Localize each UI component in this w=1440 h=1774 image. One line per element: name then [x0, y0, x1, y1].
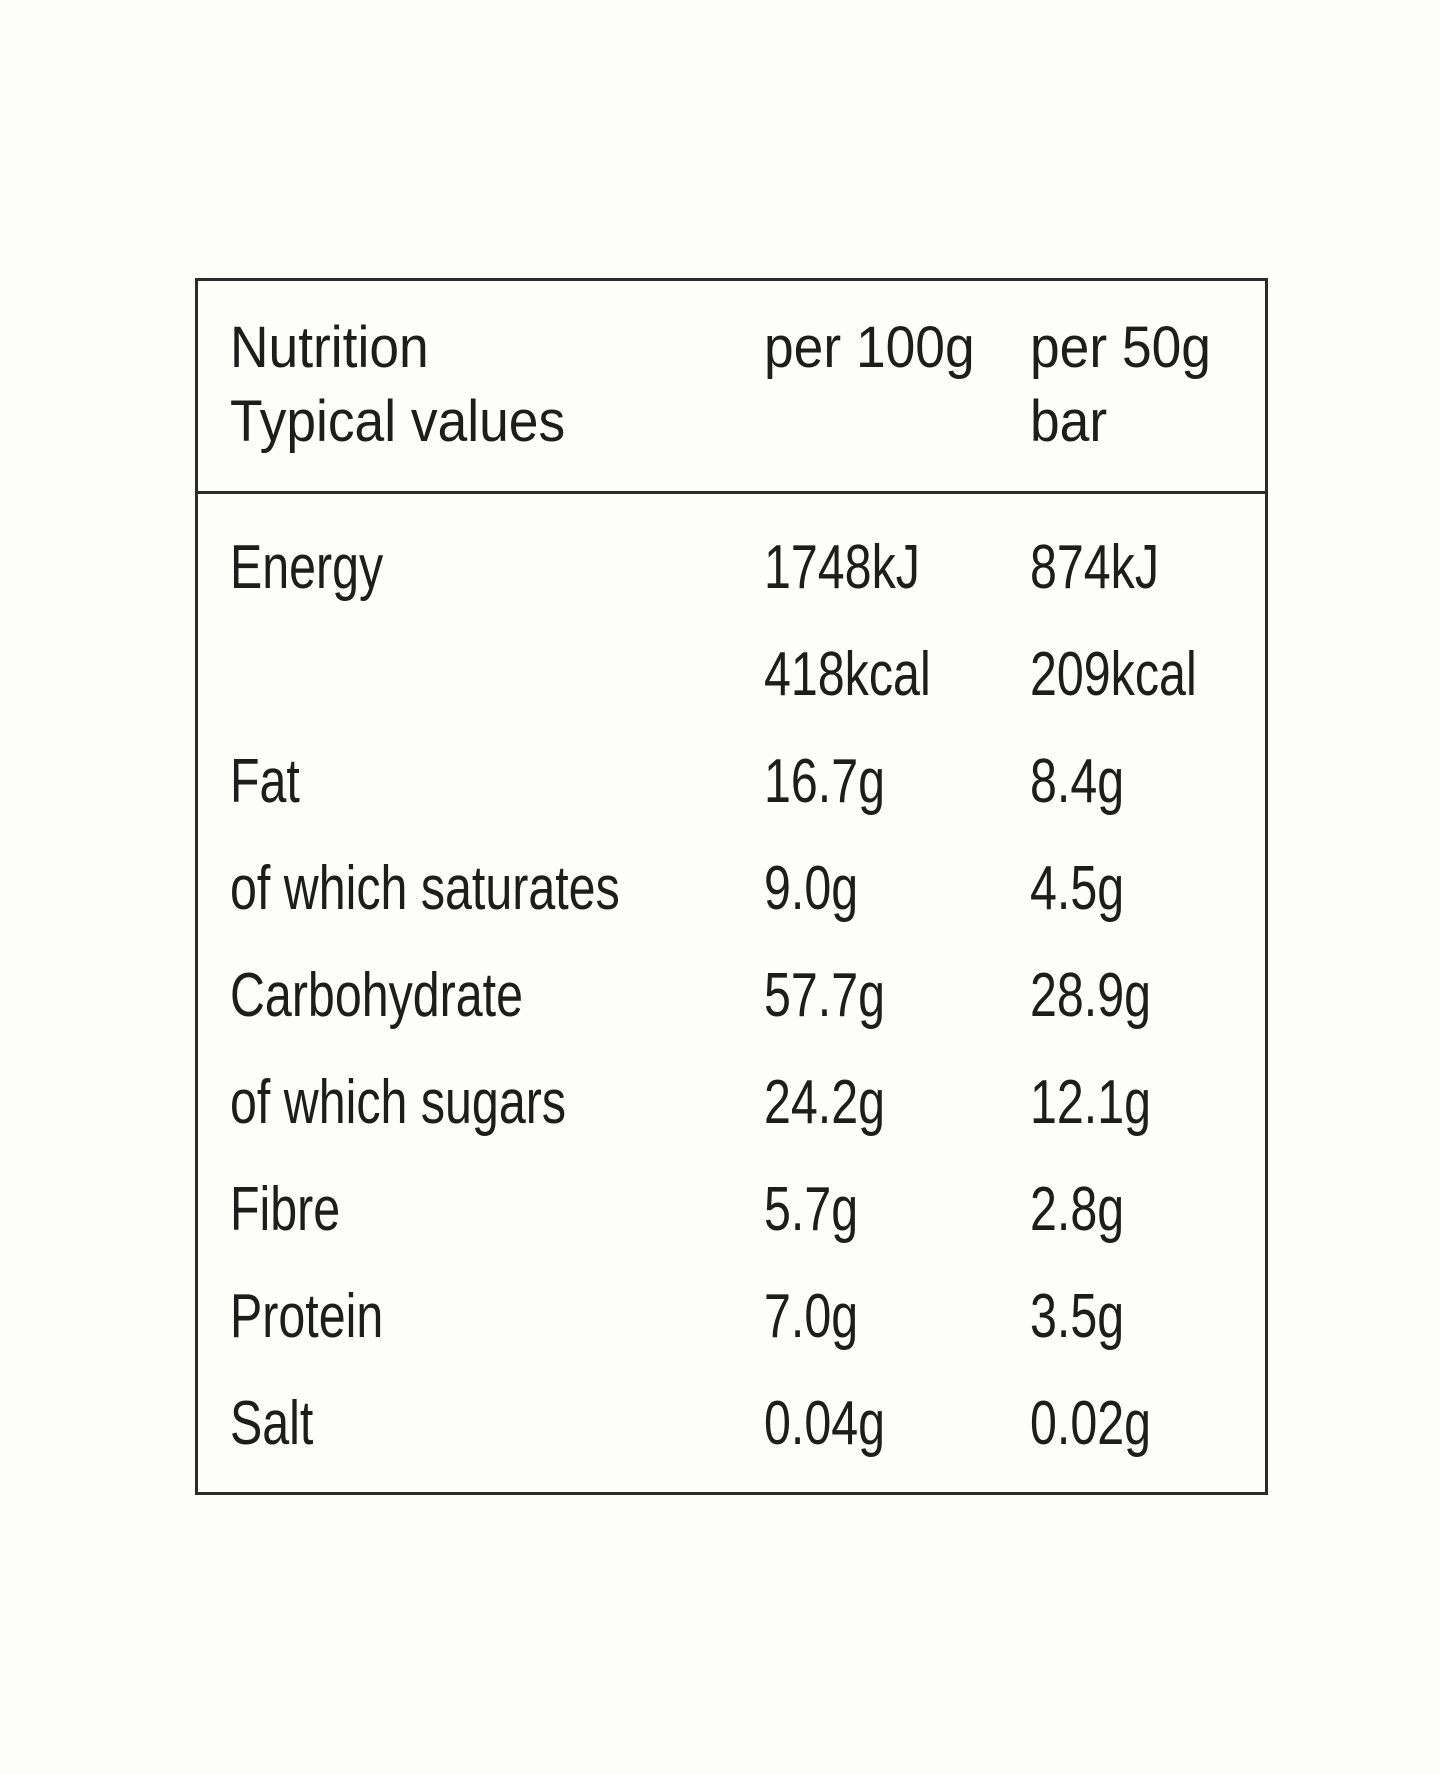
- row-per50: 874kJ: [1030, 533, 1160, 602]
- row-per50: 2.8g: [1030, 1175, 1125, 1244]
- row-per100: 16.7g: [764, 747, 886, 816]
- row-label: Fibre: [230, 1175, 341, 1244]
- nutrition-table: Nutrition Typical values per 100g per 50…: [195, 278, 1268, 1495]
- header-typical-values: Typical values: [230, 389, 566, 454]
- row-label: of which sugars: [230, 1068, 566, 1137]
- row-per100: 24.2g: [764, 1068, 886, 1137]
- row-label: Fat: [230, 747, 300, 816]
- row-per50: 3.5g: [1030, 1282, 1125, 1351]
- row-label: Carbohydrate: [230, 961, 524, 1030]
- row-per100: 9.0g: [764, 854, 859, 923]
- header-bar: bar: [1030, 389, 1108, 454]
- row-per50: 28.9g: [1030, 961, 1152, 1030]
- row-per50: 12.1g: [1030, 1068, 1152, 1137]
- row-per100: 1748kJ: [764, 533, 920, 602]
- row-per100: 418kcal: [764, 640, 931, 709]
- row-label: Salt: [230, 1389, 314, 1458]
- row-label: of which saturates: [230, 854, 620, 923]
- row-per50: 0.02g: [1030, 1389, 1152, 1458]
- row-per100: 57.7g: [764, 961, 886, 1030]
- row-per100: 5.7g: [764, 1175, 859, 1244]
- row-label: Energy: [230, 533, 384, 602]
- header-nutrition: Nutrition: [230, 315, 429, 380]
- row-label: Protein: [230, 1282, 384, 1351]
- row-per50: 8.4g: [1030, 747, 1125, 816]
- row-per50: 209kcal: [1030, 640, 1197, 709]
- header-per-50g: per 50g: [1030, 315, 1211, 380]
- header-divider: [198, 491, 1265, 494]
- row-per100: 0.04g: [764, 1389, 886, 1458]
- header-per-100g: per 100g: [764, 315, 975, 380]
- row-per100: 7.0g: [764, 1282, 859, 1351]
- row-per50: 4.5g: [1030, 854, 1125, 923]
